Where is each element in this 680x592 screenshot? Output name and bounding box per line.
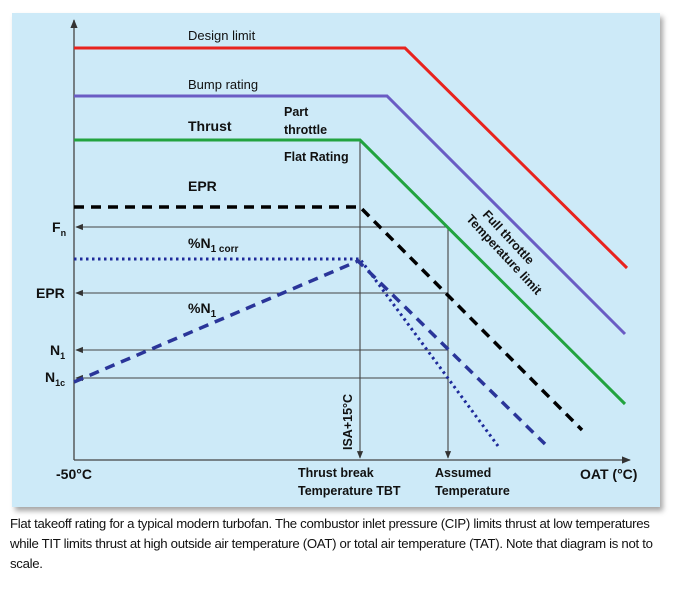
n1-corr-curve <box>74 257 500 447</box>
thrust-label: Thrust <box>188 118 232 134</box>
part-label: Part <box>284 105 309 119</box>
assumed-label-line1: Assumed <box>435 466 491 480</box>
n1-marker: N1 <box>50 342 65 361</box>
throttle-label: throttle <box>284 123 327 137</box>
n1c-marker: N1c <box>45 369 65 388</box>
epr-curve <box>74 205 584 432</box>
x-axis-label: OAT (°C) <box>580 466 637 482</box>
fn-marker: Fn <box>52 219 66 238</box>
epr-curve-label: EPR <box>188 178 217 194</box>
tbt-label-line1: Thrust break <box>298 466 374 480</box>
design-limit-label: Design limit <box>188 28 256 43</box>
design-limit-curve <box>74 46 629 270</box>
flat-rating-label: Flat Rating <box>284 150 349 164</box>
flat-rating-diagram: Design limit Bump rating Thrust Part thr… <box>36 19 637 498</box>
n1-curve <box>73 258 547 446</box>
bump-rating-curve <box>74 94 627 336</box>
bump-rating-label: Bump rating <box>188 77 258 92</box>
epr-marker: EPR <box>36 285 65 301</box>
n1-curve-label: %N1 <box>188 300 217 320</box>
n1-corr-label: %N1 corr <box>188 235 238 255</box>
thrust-curve <box>74 138 627 406</box>
isa-label: ISA+15°C <box>341 394 355 450</box>
figure-caption: Flat takeoff rating for a typical modern… <box>10 516 653 571</box>
x-min-label: -50°C <box>56 466 92 482</box>
assumed-label-line2: Temperature <box>435 484 510 498</box>
tbt-label-line2: Temperature TBT <box>298 484 401 498</box>
